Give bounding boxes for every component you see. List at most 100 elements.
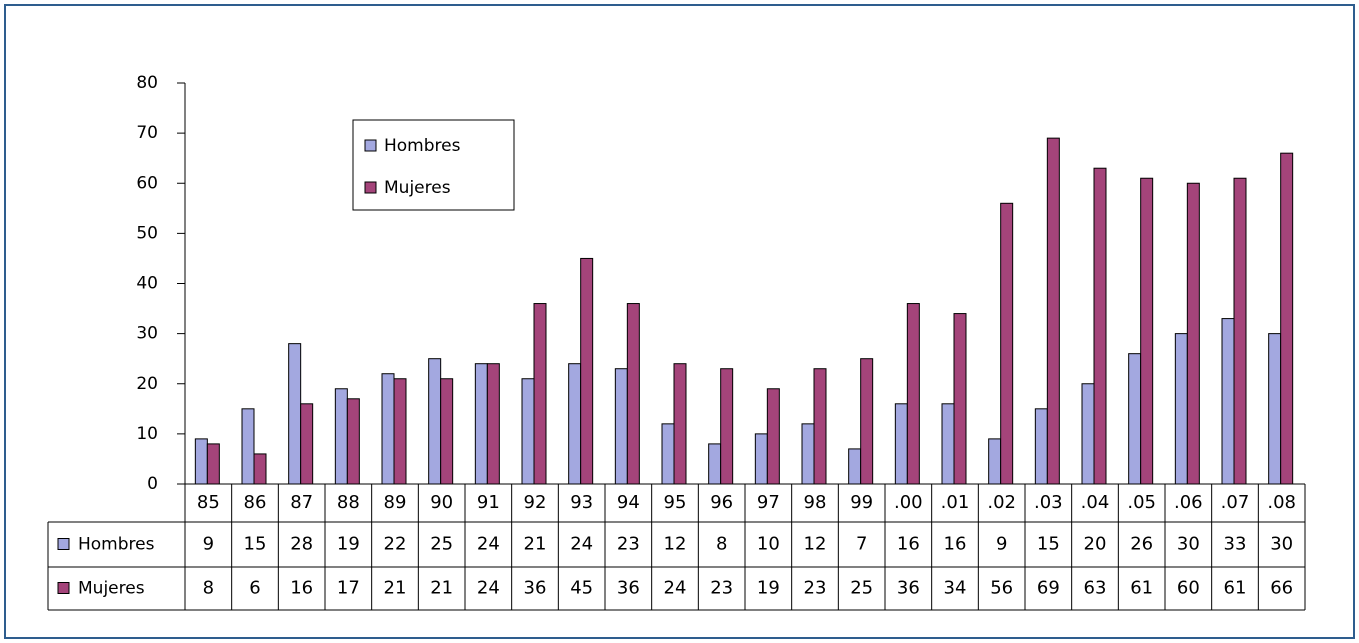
bar bbox=[381, 373, 395, 485]
legend-swatch bbox=[364, 181, 377, 194]
x-tick-label: 99 bbox=[850, 492, 873, 513]
table-value: 30 bbox=[1270, 534, 1293, 555]
bar bbox=[474, 363, 488, 485]
x-tick-label: 96 bbox=[710, 492, 733, 513]
bar bbox=[614, 368, 628, 485]
bar bbox=[300, 403, 314, 485]
bar bbox=[708, 443, 722, 485]
bar bbox=[580, 257, 594, 485]
row-label: Hombres bbox=[78, 535, 155, 555]
table-value: 12 bbox=[804, 534, 827, 555]
y-tick-label: 20 bbox=[136, 374, 158, 394]
table-value: 56 bbox=[990, 578, 1013, 599]
table-value: 63 bbox=[1084, 578, 1107, 599]
table-value: 28 bbox=[290, 534, 313, 555]
bar bbox=[1268, 333, 1282, 485]
x-tick-label: .05 bbox=[1127, 492, 1156, 513]
table-value: 33 bbox=[1224, 534, 1247, 555]
row-label: Mujeres bbox=[78, 579, 145, 599]
bar bbox=[894, 403, 908, 485]
y-tick-label: 10 bbox=[136, 424, 158, 444]
bar bbox=[1034, 408, 1048, 485]
table-value: 21 bbox=[430, 578, 453, 599]
y-tick-label: 30 bbox=[136, 324, 158, 344]
table-value: 17 bbox=[337, 578, 360, 599]
table-value: 15 bbox=[244, 534, 267, 555]
bar bbox=[393, 378, 407, 485]
bar bbox=[848, 448, 862, 485]
table-value: 19 bbox=[337, 534, 360, 555]
x-tick-label: 85 bbox=[197, 492, 220, 513]
x-tick-label: 91 bbox=[477, 492, 500, 513]
legend-swatch bbox=[57, 538, 70, 550]
table-value: 45 bbox=[570, 578, 593, 599]
frame bbox=[4, 4, 1355, 639]
table-value: 9 bbox=[203, 534, 214, 555]
table-value: 20 bbox=[1084, 534, 1107, 555]
bar bbox=[568, 363, 582, 485]
table-value: 16 bbox=[897, 534, 920, 555]
x-tick-label: 94 bbox=[617, 492, 640, 513]
table-value: 15 bbox=[1037, 534, 1060, 555]
bar bbox=[1046, 137, 1060, 485]
bar bbox=[1140, 177, 1154, 485]
table-value: 24 bbox=[477, 578, 500, 599]
bar bbox=[1128, 353, 1142, 485]
x-tick-label: .07 bbox=[1221, 492, 1250, 513]
bar bbox=[673, 363, 687, 485]
table-value: 10 bbox=[757, 534, 780, 555]
bar bbox=[206, 443, 220, 485]
legend-swatch bbox=[57, 582, 70, 594]
bar bbox=[241, 408, 255, 485]
x-tick-label: .00 bbox=[894, 492, 923, 513]
x-tick-label: 90 bbox=[430, 492, 453, 513]
bar bbox=[1093, 167, 1107, 485]
bar bbox=[1000, 202, 1014, 485]
x-tick-label: .08 bbox=[1267, 492, 1296, 513]
table-value: 36 bbox=[617, 578, 640, 599]
x-tick-label: .04 bbox=[1081, 492, 1110, 513]
bar bbox=[440, 378, 454, 485]
table-value: 61 bbox=[1130, 578, 1153, 599]
table-value: 8 bbox=[203, 578, 214, 599]
bar bbox=[428, 358, 442, 485]
bar bbox=[346, 398, 360, 485]
x-tick-label: 86 bbox=[244, 492, 267, 513]
table-value: 36 bbox=[897, 578, 920, 599]
bar bbox=[720, 368, 734, 485]
x-tick-label: .01 bbox=[941, 492, 970, 513]
legend-label: Hombres bbox=[384, 136, 461, 156]
table-value: 21 bbox=[524, 534, 547, 555]
table-value: 6 bbox=[249, 578, 260, 599]
table-value: 30 bbox=[1177, 534, 1200, 555]
y-tick-label: 70 bbox=[136, 123, 158, 143]
bar bbox=[801, 423, 815, 485]
table-value: 23 bbox=[710, 578, 733, 599]
bar bbox=[661, 423, 675, 485]
table-value: 36 bbox=[524, 578, 547, 599]
legend-box bbox=[352, 119, 515, 211]
bar bbox=[813, 368, 827, 485]
bar bbox=[941, 403, 955, 485]
table-value: 24 bbox=[570, 534, 593, 555]
table-value: 16 bbox=[290, 578, 313, 599]
table-value: 23 bbox=[617, 534, 640, 555]
x-tick-label: 92 bbox=[524, 492, 547, 513]
table-value: 25 bbox=[850, 578, 873, 599]
table-value: 7 bbox=[856, 534, 867, 555]
legend-label: Mujeres bbox=[384, 178, 451, 198]
bar bbox=[860, 358, 874, 485]
table-value: 24 bbox=[477, 534, 500, 555]
table-value: 61 bbox=[1224, 578, 1247, 599]
bar bbox=[754, 433, 768, 485]
table-value: 22 bbox=[384, 534, 407, 555]
table-value: 12 bbox=[664, 534, 687, 555]
table-value: 23 bbox=[804, 578, 827, 599]
bar bbox=[288, 343, 302, 485]
table-value: 9 bbox=[996, 534, 1007, 555]
table-value: 16 bbox=[944, 534, 967, 555]
table-value: 60 bbox=[1177, 578, 1200, 599]
y-tick-label: 50 bbox=[136, 223, 158, 243]
x-tick-label: .02 bbox=[987, 492, 1016, 513]
